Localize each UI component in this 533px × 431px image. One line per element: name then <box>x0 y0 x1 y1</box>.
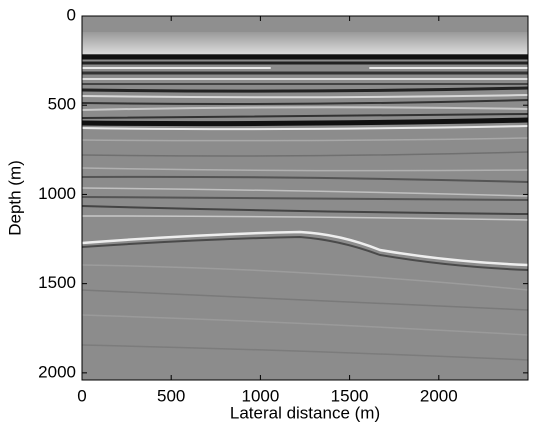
y-tick-label: 1500 <box>38 273 76 292</box>
y-tick-label: 1000 <box>38 184 76 203</box>
y-tick-label: 500 <box>48 95 76 114</box>
x-tick-label: 2000 <box>420 386 458 405</box>
y-tick-label: 2000 <box>38 362 76 381</box>
x-axis-title: Lateral distance (m) <box>230 403 380 422</box>
x-tick-label: 0 <box>77 386 86 405</box>
seismic-image <box>82 16 528 380</box>
plot-frame <box>81 15 529 381</box>
x-tick-label: 1500 <box>331 386 369 405</box>
x-tick-label: 500 <box>157 386 185 405</box>
y-tick-label: 0 <box>67 5 76 24</box>
y-axis-title: Depth (m) <box>5 160 24 236</box>
x-tick-label: 1000 <box>241 386 279 405</box>
